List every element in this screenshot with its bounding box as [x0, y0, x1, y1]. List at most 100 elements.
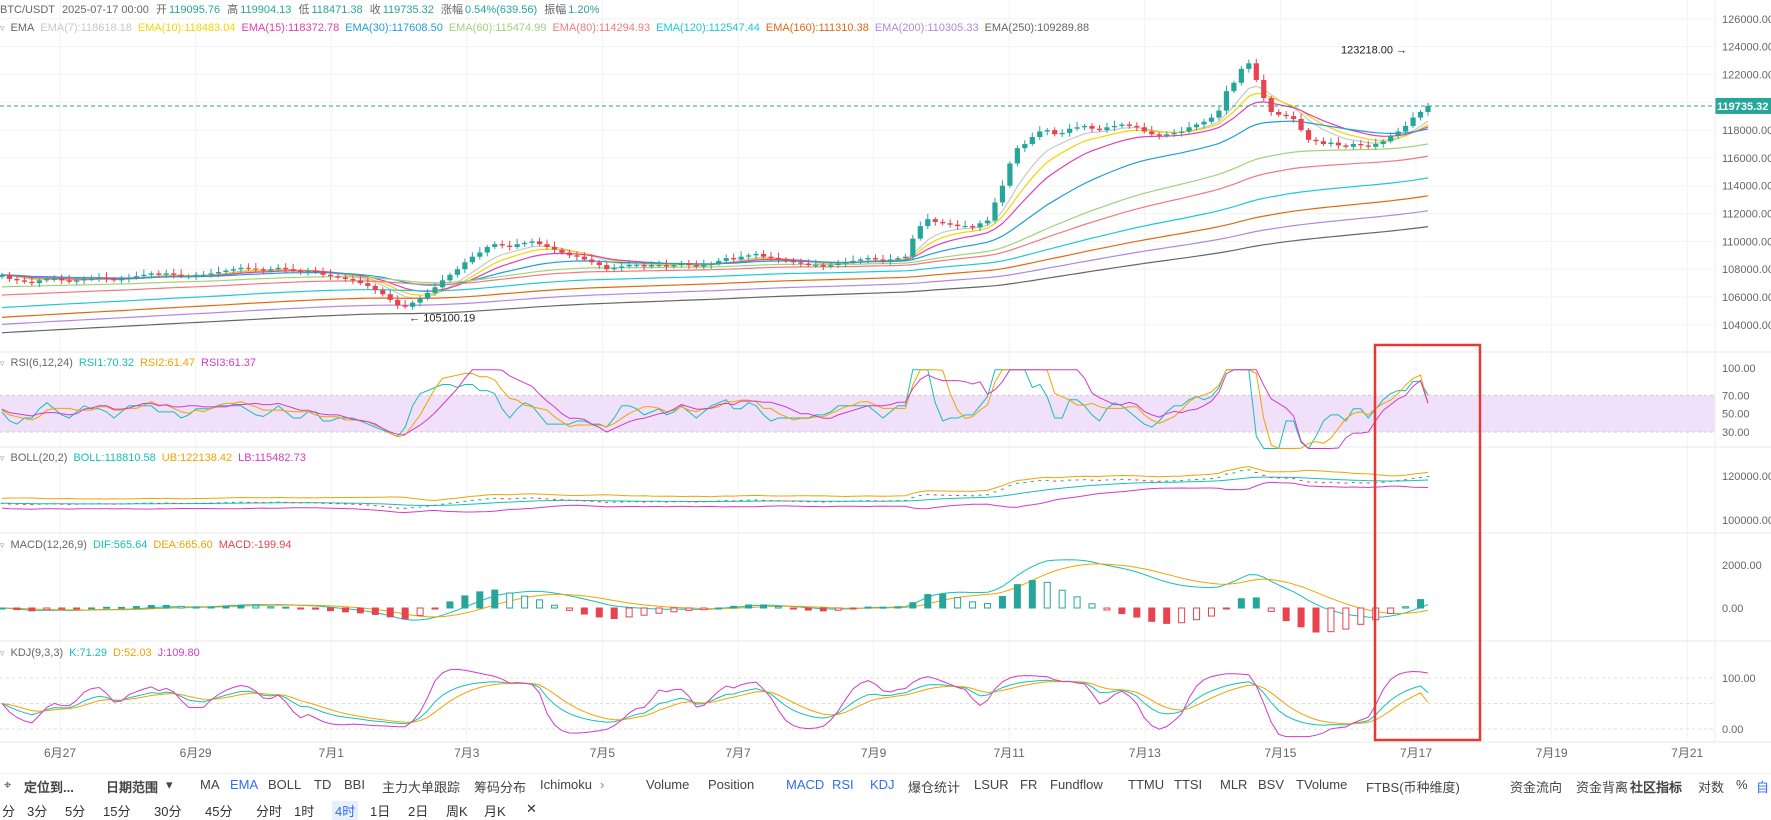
sub-indicator-15[interactable]: 资金流向	[1510, 780, 1563, 795]
bell-icon[interactable]: ▿	[0, 453, 5, 463]
sub-indicator-1[interactable]: Position	[708, 777, 755, 792]
timeframe-10[interactable]: 2日	[408, 804, 429, 819]
sub-indicator-9[interactable]: TTMU	[1128, 777, 1165, 792]
bell-icon[interactable]: ▿	[0, 540, 5, 550]
macd-histogram-bar	[1402, 606, 1410, 609]
sub-indicator-2[interactable]: MACD	[786, 777, 825, 792]
rsi-line-1	[1, 369, 1429, 449]
bell-icon[interactable]: ▿	[0, 648, 5, 658]
timeframe-11[interactable]: 周K	[446, 804, 468, 819]
candle-body	[283, 267, 289, 270]
chevron-down-icon[interactable]: ▾	[166, 777, 173, 792]
candle-body	[410, 302, 416, 307]
sub-indicator-5[interactable]: 爆仓统计	[908, 780, 961, 795]
main-indicator-5[interactable]: 主力大单跟踪	[382, 780, 461, 795]
candle-body	[402, 305, 408, 307]
sub-indicator-10[interactable]: TTSI	[1174, 777, 1203, 792]
candle-body	[1358, 144, 1364, 146]
chart-canvas[interactable]: 104000.00 106000.00 108000.00 110000.00 1120…	[0, 0, 1771, 770]
macd-histogram-bar	[267, 606, 275, 609]
ema-line-30	[1, 120, 1429, 286]
y-tick-label: 118000.00	[1722, 125, 1771, 137]
bell-icon[interactable]: ▿	[0, 23, 5, 33]
candle-body	[1149, 131, 1155, 135]
timeframe-6[interactable]: 分时	[256, 804, 283, 819]
timeframe-8[interactable]: 4时	[332, 801, 359, 820]
candle-body	[357, 280, 363, 284]
amp-value: 1.20%	[568, 4, 600, 16]
sub-indicator-12[interactable]: BSV	[1258, 777, 1285, 792]
x-tick-label: 6月27	[44, 746, 76, 760]
boll-legend[interactable]: ▿ BOLL(20,2) BOLL:118810.58 UB:122138.42 LB:…	[0, 450, 312, 466]
rsi-tick: 100.00	[1722, 363, 1756, 375]
macd-histogram-bar	[162, 604, 170, 609]
kdj-legend-title[interactable]: KDJ(9,3,3)	[10, 647, 64, 659]
kdj-legend[interactable]: ▿ KDJ(9,3,3) K:71.29 D:52.03 J:109.80	[0, 645, 206, 661]
candle-body	[350, 278, 356, 281]
rsi-legend[interactable]: ▿ RSI(6,12,24) RSI1:70.32 RSI2:61.47 RSI3:61…	[0, 355, 262, 371]
sub-indicator-3[interactable]: RSI	[832, 777, 854, 792]
sub-indicator-8[interactable]: Fundflow	[1050, 777, 1103, 792]
sub-indicator-13[interactable]: TVolume	[1296, 777, 1348, 792]
candle-body	[768, 256, 774, 259]
main-indicator-0[interactable]: MA	[200, 777, 220, 792]
candle-body	[365, 283, 371, 286]
macd-histogram-bar	[1178, 607, 1186, 624]
candle-body	[835, 263, 841, 266]
auto-scale-toggle[interactable]: 自	[1756, 780, 1770, 795]
macd-legend-title[interactable]: MACD(12,26,9)	[10, 539, 87, 551]
date-range-dropdown[interactable]: 日期范围	[106, 780, 159, 795]
candle-body	[589, 259, 595, 263]
candle-body	[671, 265, 677, 267]
timeframe-7[interactable]: 1时	[294, 804, 315, 819]
timeframe-bar: 分 3分 5分 15分 30分 45分 分时 1时 4时 1日 2日 周K 月K ✕	[0, 800, 1771, 820]
macd-legend[interactable]: ▿ MACD(12,26,9) DIF:565.64 DEA:665.60 MACD:-…	[0, 537, 297, 553]
main-indicator-4[interactable]: BBI	[344, 777, 365, 792]
rsi-legend-title[interactable]: RSI(6,12,24)	[10, 357, 73, 369]
ema-legend-item: EMA(7):118618.18	[40, 22, 132, 34]
log-scale-toggle[interactable]: 对数	[1698, 780, 1725, 795]
timeframe-9[interactable]: 1日	[370, 804, 391, 819]
boll-legend-item: UB:122138.42	[161, 452, 233, 464]
ema-legend[interactable]: ▿ EMA EMA(7):118618.18 EMA(10):118483.04 EMA…	[0, 20, 1095, 36]
community-indicators-button[interactable]: 社区指标	[1630, 780, 1683, 795]
main-indicator-1[interactable]: EMA	[230, 777, 259, 792]
close-icon[interactable]: ✕	[526, 801, 537, 816]
candle-body	[171, 273, 177, 275]
timeframe-4[interactable]: 30分	[154, 804, 182, 819]
boll-legend-title[interactable]: BOLL(20,2)	[10, 452, 68, 464]
chevron-right-icon[interactable]: ›	[600, 777, 605, 792]
percent-scale-toggle[interactable]: %	[1736, 777, 1748, 792]
bell-icon[interactable]: ▿	[0, 358, 5, 368]
macd-histogram-bar	[610, 607, 618, 620]
main-indicator-7[interactable]: Ichimoku	[540, 777, 593, 792]
candle-body	[230, 269, 237, 271]
sub-indicator-16[interactable]: 资金背离	[1576, 780, 1629, 795]
sub-indicator-4[interactable]: KDJ	[870, 777, 895, 792]
sub-indicator-7[interactable]: FR	[1020, 777, 1038, 792]
macd-histogram-bar	[1327, 607, 1335, 633]
timeframe-1[interactable]: 3分	[27, 804, 48, 819]
main-indicator-6[interactable]: 筹码分布	[474, 780, 527, 795]
timeframe-5[interactable]: 45分	[205, 804, 233, 819]
macd-histogram-bar	[506, 592, 514, 609]
locate-icon[interactable]: ⌖	[4, 777, 12, 792]
locate-button[interactable]: 定位到...	[24, 780, 74, 795]
sub-indicator-0[interactable]: Volume	[646, 777, 690, 792]
external-link-icon[interactable]: ↗	[1614, 777, 1625, 792]
timeframe-3[interactable]: 15分	[103, 804, 131, 819]
sub-indicator-14[interactable]: FTBS(币种维度)	[1366, 780, 1460, 795]
sub-indicator-11[interactable]: MLR	[1220, 777, 1248, 792]
chevron-right-icon[interactable]: ›	[1540, 777, 1545, 792]
candle-body	[141, 274, 147, 277]
timeframe-2[interactable]: 5分	[65, 804, 86, 819]
ema-legend-title[interactable]: EMA	[10, 22, 35, 34]
high-value: 119904.13	[240, 4, 292, 16]
main-indicator-3[interactable]: TD	[314, 777, 332, 792]
macd-histogram-bar	[1118, 607, 1126, 615]
timeframe-12[interactable]: 月K	[484, 804, 506, 819]
main-indicator-2[interactable]: BOLL	[268, 777, 302, 792]
timeframe-0[interactable]: 分	[2, 804, 16, 819]
candle-body	[215, 272, 222, 274]
sub-indicator-6[interactable]: LSUR	[974, 777, 1009, 792]
